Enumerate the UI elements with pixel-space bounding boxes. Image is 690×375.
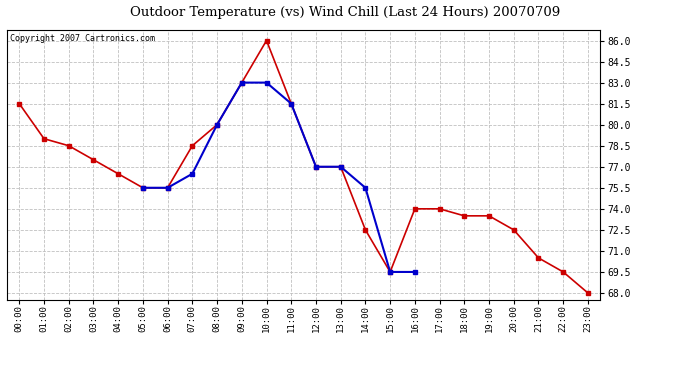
Text: Copyright 2007 Cartronics.com: Copyright 2007 Cartronics.com <box>10 34 155 43</box>
Text: Outdoor Temperature (vs) Wind Chill (Last 24 Hours) 20070709: Outdoor Temperature (vs) Wind Chill (Las… <box>130 6 560 19</box>
